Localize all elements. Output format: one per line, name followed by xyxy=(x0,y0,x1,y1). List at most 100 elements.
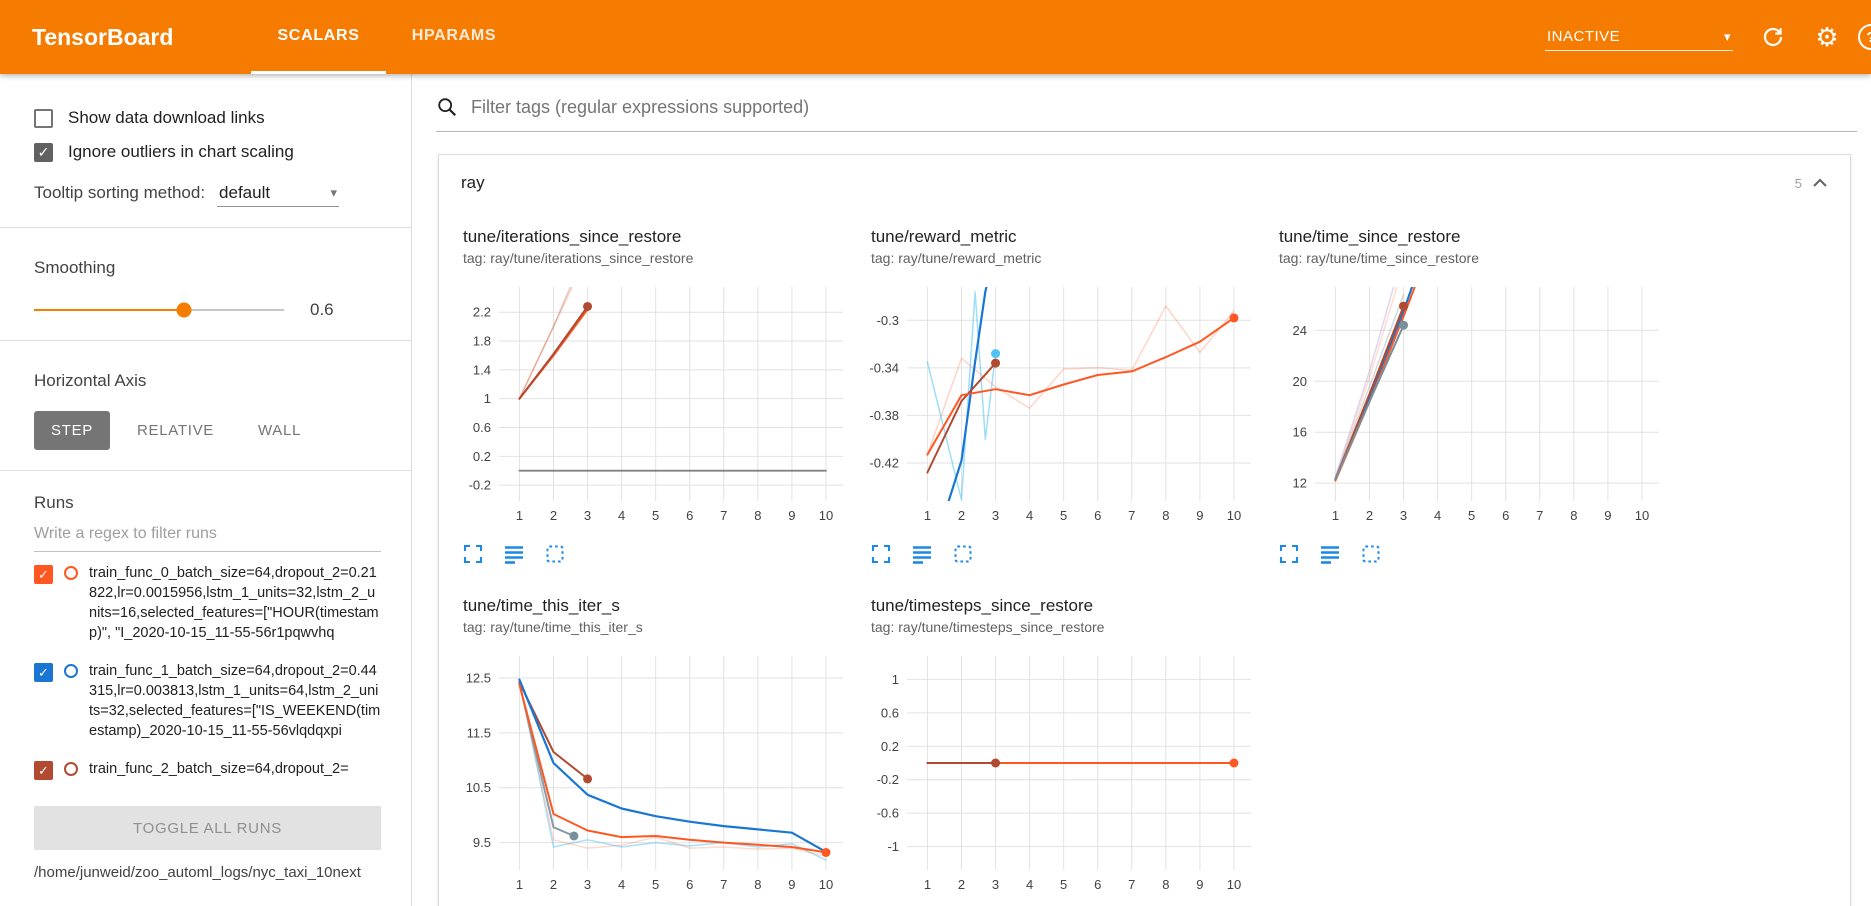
y-axis-tick-label: -0.3 xyxy=(877,313,899,328)
series-line xyxy=(518,287,572,400)
fit-domain-icon[interactable] xyxy=(1359,542,1383,566)
y-axis-tick-label: 10.5 xyxy=(466,780,491,795)
fit-domain-icon[interactable] xyxy=(951,542,975,566)
x-axis-tick-label: 4 xyxy=(1434,508,1441,523)
tab-bar: SCALARS HPARAMS xyxy=(251,0,522,74)
axis-relative-button[interactable]: RELATIVE xyxy=(136,422,214,439)
y-axis-tick-label: 1.4 xyxy=(473,362,491,377)
y-axis-tick-label: 16 xyxy=(1293,425,1307,440)
runs-filter-input[interactable] xyxy=(34,515,381,552)
toggle-all-runs-button[interactable]: TOGGLE ALL RUNS xyxy=(34,806,381,850)
series-end-dot xyxy=(821,847,831,857)
x-axis-tick-label: 1 xyxy=(516,877,523,892)
series-line xyxy=(926,316,1235,456)
x-axis-tick-label: 8 xyxy=(1570,508,1577,523)
expand-chart-icon[interactable] xyxy=(869,542,893,566)
chart-tag: tag: ray/tune/reward_metric xyxy=(871,250,1042,266)
series-line xyxy=(518,305,589,400)
checkbox-label: Ignore outliers in chart scaling xyxy=(68,142,294,161)
smoothing-slider[interactable] xyxy=(34,302,284,318)
x-axis-tick-label: 10 xyxy=(819,877,833,892)
runs-label: Runs xyxy=(34,493,74,512)
run-selector-icon[interactable] xyxy=(502,542,526,566)
x-axis-tick-label: 6 xyxy=(1094,877,1101,892)
x-axis-tick-label: 5 xyxy=(652,508,659,523)
expand-icon-glyph xyxy=(1279,544,1299,564)
x-axis-tick-label: 10 xyxy=(1227,508,1241,523)
chart-title: tune/time_since_restore xyxy=(1279,227,1461,246)
expand-chart-icon[interactable] xyxy=(461,542,485,566)
y-axis-tick-label: 2.2 xyxy=(473,305,491,320)
run-checkbox[interactable]: ✓ xyxy=(34,663,53,682)
chevron-up-icon[interactable] xyxy=(1812,178,1828,188)
x-axis-tick-label: 2 xyxy=(1366,508,1373,523)
y-axis-tick-label: -0.6 xyxy=(877,806,899,821)
series-line xyxy=(926,362,997,474)
scalar-chart-card: tune/timesteps_since_restore tag: ray/tu… xyxy=(857,584,1265,906)
status-dropdown[interactable]: INACTIVE ▾ xyxy=(1545,23,1733,51)
checkbox-icon[interactable]: ✓ xyxy=(34,142,53,162)
scalar-chart[interactable]: -0.2 0.2 0.6 1 1.4 1.8 2.2 1 2 3 4 5 6 7 8 9 10 xyxy=(449,278,853,530)
run-isolator-icon[interactable] xyxy=(64,664,78,678)
series-line xyxy=(518,682,827,858)
chart-title: tune/timesteps_since_restore xyxy=(871,596,1094,615)
series-line xyxy=(518,287,574,400)
x-axis-tick-label: 9 xyxy=(788,877,795,892)
x-axis-tick-label: 9 xyxy=(1196,877,1203,892)
run-item[interactable]: ✓ train_func_0_batch_size=64,dropout_2=0… xyxy=(34,554,381,652)
run-checkbox[interactable]: ✓ xyxy=(34,565,53,584)
scalar-chart[interactable]: -1 -0.6 -0.2 0.2 0.6 1 1 2 3 4 5 6 7 8 9 10 xyxy=(857,647,1261,899)
axis-step-button[interactable]: STEP xyxy=(34,411,110,450)
expand-chart-icon[interactable] xyxy=(1277,542,1301,566)
x-axis-tick-label: 2 xyxy=(958,877,965,892)
scalar-chart[interactable]: 9.5 10.5 11.5 12.5 1 2 3 4 5 6 7 8 9 10 xyxy=(449,647,853,899)
x-axis-tick-label: 9 xyxy=(1604,508,1611,523)
run-label: train_func_1_batch_size=64,dropout_2=0.4… xyxy=(89,663,381,739)
smoothing-slider-handle[interactable] xyxy=(176,302,192,318)
run-selector-icon[interactable] xyxy=(1318,542,1342,566)
series-line xyxy=(926,305,1235,456)
y-axis-tick-label: -0.2 xyxy=(469,478,491,493)
search-icon xyxy=(438,98,457,117)
series-end-dot xyxy=(569,831,579,841)
ignore-outliers-checkbox[interactable]: ✓ Ignore outliers in chart scaling xyxy=(34,142,381,162)
chevron-down-icon: ▾ xyxy=(1723,28,1731,44)
ray-section-header[interactable]: ray 5 xyxy=(439,155,1850,211)
run-isolator-icon[interactable] xyxy=(64,762,78,776)
run-label: train_func_2_batch_size=64,dropout_2= xyxy=(89,761,349,777)
ray-section-card: ray 5 tune/iterations_since_restore tag:… xyxy=(438,154,1851,906)
tab-scalars[interactable]: SCALARS xyxy=(251,0,386,74)
series-line xyxy=(518,683,827,854)
checkbox-icon[interactable]: ✓ xyxy=(34,108,53,128)
y-axis-tick-label: 12.5 xyxy=(466,670,491,685)
run-checkbox[interactable]: ✓ xyxy=(34,761,53,780)
x-axis-tick-label: 4 xyxy=(618,877,625,892)
axis-wall-button[interactable]: WALL xyxy=(258,422,302,439)
run-selector-icon-glyph xyxy=(913,546,931,564)
y-axis-tick-label: 20 xyxy=(1293,374,1307,389)
smoothing-label: Smoothing xyxy=(34,258,116,277)
tab-hparams[interactable]: HPARAMS xyxy=(411,26,497,44)
show-download-links-checkbox[interactable]: ✓ Show data download links xyxy=(34,108,381,128)
settings-gear-icon[interactable]: ⚙ xyxy=(1815,22,1839,52)
y-axis-tick-label: -1 xyxy=(887,839,899,854)
run-item[interactable]: ✓ train_func_2_batch_size=64,dropout_2= xyxy=(34,750,381,789)
run-selector-icon[interactable] xyxy=(910,542,934,566)
y-axis-tick-label: 0.2 xyxy=(473,449,491,464)
scalar-chart[interactable]: -0.42 -0.38 -0.34 -0.3 1 2 3 4 5 6 7 8 9 10 xyxy=(857,278,1261,530)
tag-filter-input[interactable] xyxy=(471,96,1857,118)
tooltip-sorting-select[interactable]: default ▾ xyxy=(217,180,340,207)
run-item[interactable]: ✓ train_func_1_batch_size=64,dropout_2=0… xyxy=(34,652,381,750)
x-axis-tick-label: 3 xyxy=(992,508,999,523)
x-axis-tick-label: 4 xyxy=(1026,877,1033,892)
run-isolator-icon[interactable] xyxy=(64,566,78,580)
chart-tag: tag: ray/tune/time_since_restore xyxy=(1279,250,1479,266)
x-axis-tick-label: 8 xyxy=(754,508,761,523)
reload-icon[interactable] xyxy=(1759,23,1787,51)
y-axis-tick-label: 0.6 xyxy=(473,420,491,435)
run-selector-icon-glyph xyxy=(505,546,523,564)
help-icon[interactable]: ? xyxy=(1858,24,1871,50)
fit-domain-icon[interactable] xyxy=(543,542,567,566)
content-area: ✓ Show data download links ✓ Ignore outl… xyxy=(0,74,1871,906)
